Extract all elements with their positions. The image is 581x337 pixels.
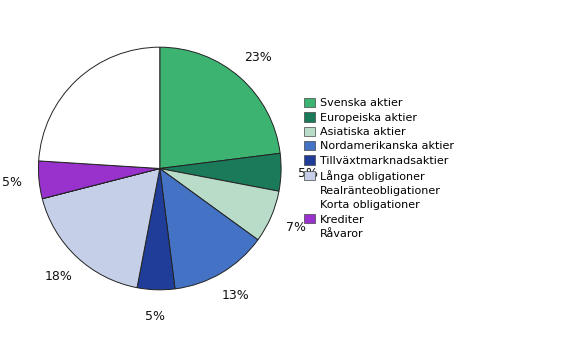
Text: 13%: 13% xyxy=(221,289,249,302)
Legend: Svenska aktier, Europeiska aktier, Asiatiska aktier, Nordamerikanska aktier, Til: Svenska aktier, Europeiska aktier, Asiat… xyxy=(302,96,456,241)
Wedge shape xyxy=(160,168,258,289)
Text: 5%: 5% xyxy=(2,176,23,189)
Wedge shape xyxy=(42,168,160,288)
Wedge shape xyxy=(39,47,160,168)
Wedge shape xyxy=(42,168,160,199)
Text: 18%: 18% xyxy=(45,270,73,283)
Text: 5%: 5% xyxy=(145,310,165,323)
Wedge shape xyxy=(160,153,281,191)
Wedge shape xyxy=(38,161,160,199)
Text: 23%: 23% xyxy=(244,51,271,64)
Text: 5%: 5% xyxy=(297,167,318,180)
Text: 7%: 7% xyxy=(286,221,306,234)
Wedge shape xyxy=(160,47,280,168)
Wedge shape xyxy=(160,168,279,240)
Wedge shape xyxy=(42,168,160,199)
Wedge shape xyxy=(137,168,175,290)
